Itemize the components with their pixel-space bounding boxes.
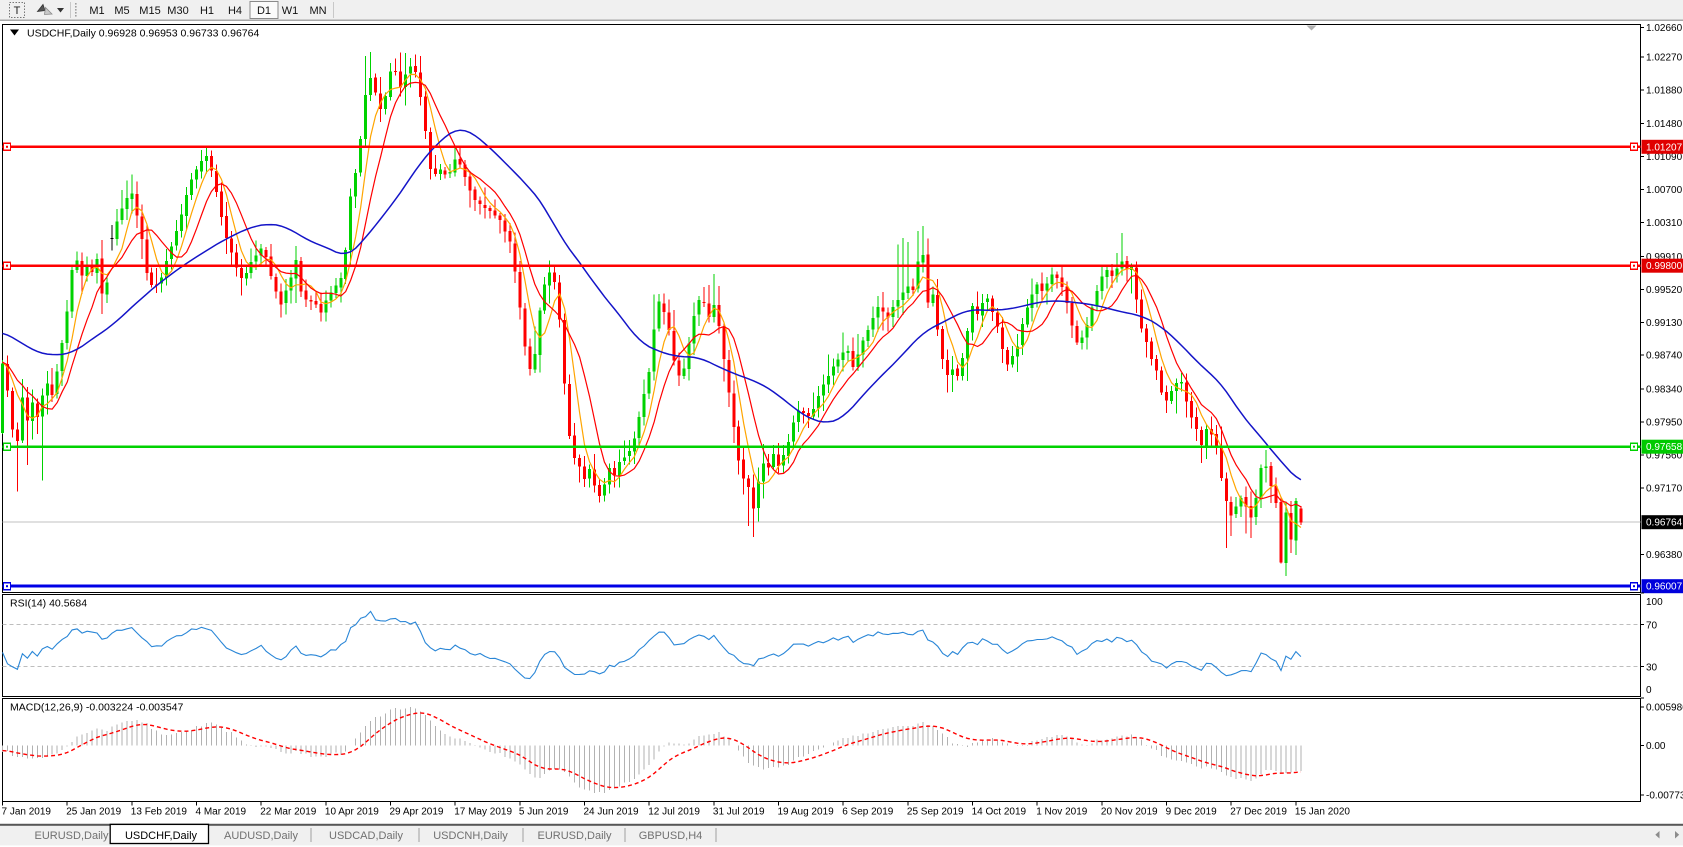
svg-text:0.98740: 0.98740 — [1646, 351, 1683, 362]
svg-text:70: 70 — [1646, 621, 1658, 632]
svg-text:0.99520: 0.99520 — [1646, 285, 1683, 296]
svg-text:EURUSD,Daily: EURUSD,Daily — [538, 830, 612, 842]
svg-text:15 Jan 2020: 15 Jan 2020 — [1295, 807, 1350, 818]
svg-text:0.99130: 0.99130 — [1646, 318, 1683, 329]
svg-text:14 Oct 2019: 14 Oct 2019 — [972, 807, 1027, 818]
svg-text:100: 100 — [1646, 597, 1663, 608]
svg-text:W1: W1 — [282, 5, 299, 17]
svg-text:0.96380: 0.96380 — [1646, 550, 1683, 561]
svg-text:1.02270: 1.02270 — [1646, 53, 1683, 64]
svg-text:M1: M1 — [89, 5, 104, 17]
svg-text:0.99800: 0.99800 — [1646, 261, 1683, 272]
svg-text:M30: M30 — [167, 5, 188, 17]
svg-text:USDCNH,Daily: USDCNH,Daily — [433, 830, 508, 842]
svg-text:19 Aug 2019: 19 Aug 2019 — [778, 807, 835, 818]
svg-text:20 Nov 2019: 20 Nov 2019 — [1101, 807, 1158, 818]
svg-text:AUDUSD,Daily: AUDUSD,Daily — [224, 830, 298, 842]
svg-text:9 Dec 2019: 9 Dec 2019 — [1166, 807, 1218, 818]
svg-text:0: 0 — [1646, 685, 1652, 696]
svg-text:0.005986: 0.005986 — [1646, 703, 1683, 714]
svg-text:1.01207: 1.01207 — [1646, 142, 1683, 153]
svg-text:25 Sep 2019: 25 Sep 2019 — [907, 807, 964, 818]
svg-text:H1: H1 — [200, 5, 214, 17]
svg-text:10 Apr 2019: 10 Apr 2019 — [325, 807, 379, 818]
svg-text:0.97950: 0.97950 — [1646, 418, 1683, 429]
svg-text:0.96007: 0.96007 — [1646, 582, 1683, 593]
svg-text:0.99910: 0.99910 — [1646, 252, 1683, 263]
svg-text:M5: M5 — [114, 5, 129, 17]
svg-text:MACD(12,26,9) -0.003224 -0.003: MACD(12,26,9) -0.003224 -0.003547 — [10, 702, 184, 714]
svg-text:25 Jan 2019: 25 Jan 2019 — [66, 807, 121, 818]
svg-text:1.01880: 1.01880 — [1646, 85, 1683, 96]
svg-text:27 Dec 2019: 27 Dec 2019 — [1230, 807, 1287, 818]
svg-text:0.97658: 0.97658 — [1646, 442, 1683, 453]
svg-text:1.01090: 1.01090 — [1646, 152, 1683, 163]
svg-text:6 Sep 2019: 6 Sep 2019 — [842, 807, 894, 818]
svg-text:7 Jan 2019: 7 Jan 2019 — [2, 807, 52, 818]
svg-text:1.00700: 1.00700 — [1646, 185, 1683, 196]
svg-text:T: T — [14, 5, 21, 17]
svg-text:M15: M15 — [139, 5, 160, 17]
svg-text:13 Feb 2019: 13 Feb 2019 — [131, 807, 188, 818]
svg-text:USDCHF,Daily: USDCHF,Daily — [125, 830, 198, 842]
svg-text:24 Jun 2019: 24 Jun 2019 — [584, 807, 639, 818]
svg-text:EURUSD,Daily: EURUSD,Daily — [35, 830, 109, 842]
svg-text:0.97170: 0.97170 — [1646, 483, 1683, 494]
svg-text:MN: MN — [309, 5, 326, 17]
svg-text:D1: D1 — [257, 5, 271, 17]
svg-text:1.01480: 1.01480 — [1646, 119, 1683, 130]
svg-text:USDCAD,Daily: USDCAD,Daily — [329, 830, 403, 842]
svg-text:0.00: 0.00 — [1646, 741, 1666, 752]
svg-text:1.00310: 1.00310 — [1646, 218, 1683, 229]
svg-text:30: 30 — [1646, 663, 1658, 674]
svg-text:29 Apr 2019: 29 Apr 2019 — [390, 807, 444, 818]
svg-text:12 Jul 2019: 12 Jul 2019 — [648, 807, 700, 818]
svg-text:RSI(14) 40.5684: RSI(14) 40.5684 — [10, 598, 87, 610]
svg-text:1 Nov 2019: 1 Nov 2019 — [1036, 807, 1088, 818]
svg-text:GBPUSD,H4: GBPUSD,H4 — [639, 830, 703, 842]
svg-text:17 May 2019: 17 May 2019 — [454, 807, 512, 818]
svg-text:22 Mar 2019: 22 Mar 2019 — [260, 807, 317, 818]
svg-text:4 Mar 2019: 4 Mar 2019 — [196, 807, 247, 818]
svg-text:1.02660: 1.02660 — [1646, 23, 1683, 34]
svg-text:5 Jun 2019: 5 Jun 2019 — [519, 807, 569, 818]
svg-text:0.98340: 0.98340 — [1646, 385, 1683, 396]
svg-text:31 Jul 2019: 31 Jul 2019 — [713, 807, 765, 818]
svg-text:0.97560: 0.97560 — [1646, 450, 1683, 461]
svg-text:USDCHF,Daily 0.96928 0.96953: USDCHF,Daily 0.96928 0.96953 0.96733 0.9… — [27, 28, 259, 40]
svg-text:0.96764: 0.96764 — [1646, 518, 1683, 529]
svg-text:H4: H4 — [228, 5, 242, 17]
